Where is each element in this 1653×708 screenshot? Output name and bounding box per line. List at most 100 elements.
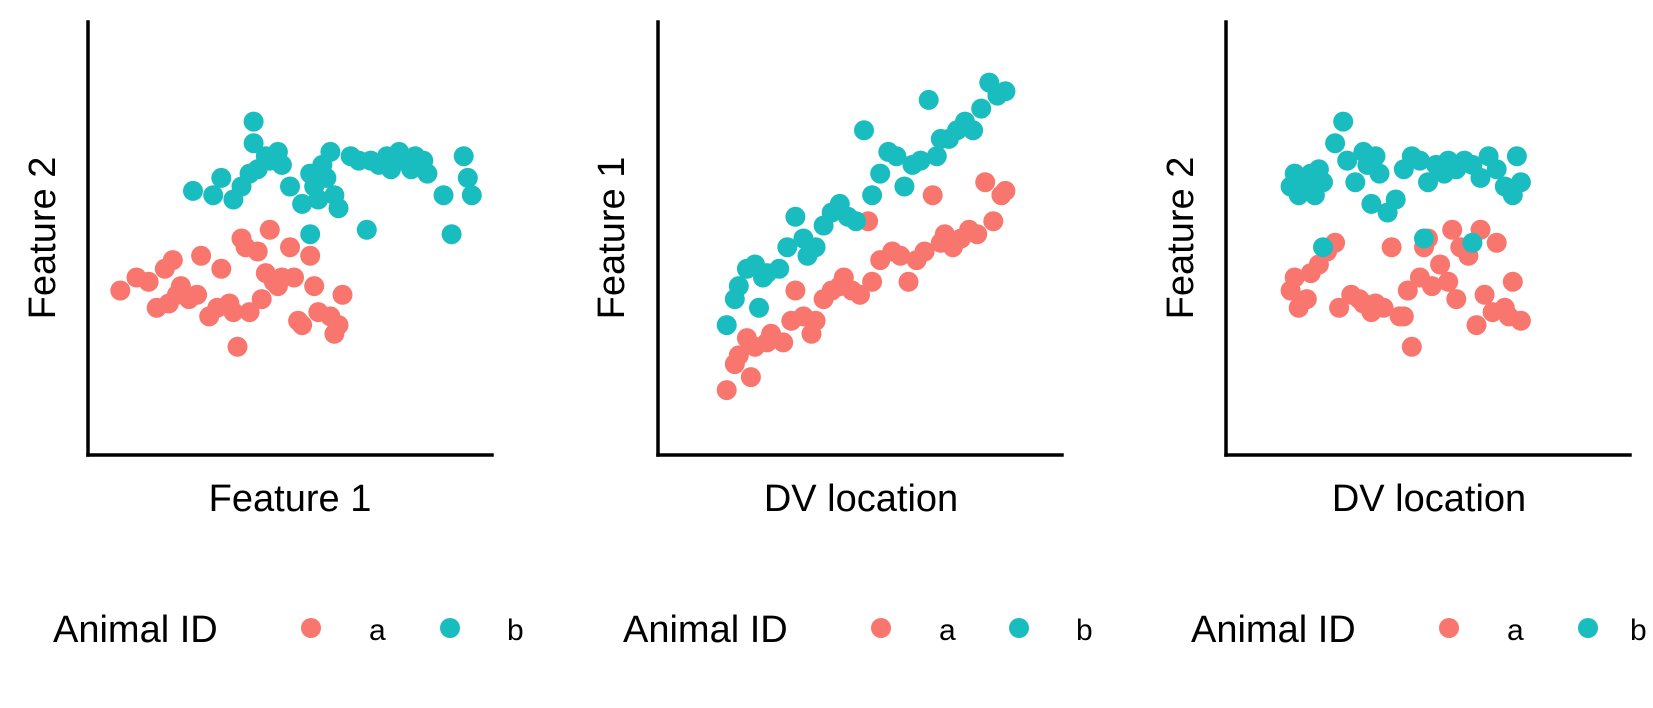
- panel-3-point-b-29: [1470, 167, 1491, 188]
- panel-2-point-a-27: [914, 241, 935, 262]
- panel-1-point-b-41: [300, 224, 321, 245]
- panel-1-legend: Animal ID a b: [53, 609, 524, 651]
- panel-3-point-b-10: [1337, 150, 1358, 171]
- panel-1-point-a-2: [138, 271, 159, 292]
- panel-3-legend-label-b: b: [1630, 614, 1647, 647]
- panel-3-point-b-18: [1385, 189, 1406, 210]
- panel-1-point-a-17: [227, 336, 248, 357]
- panel-2-point-b-9: [777, 237, 798, 258]
- panel-1-legend-label-a: a: [369, 614, 386, 647]
- panel-2-point-a-24: [890, 245, 911, 266]
- panel-3-point-b-11: [1345, 172, 1366, 193]
- panel-2-point-b-23: [886, 146, 907, 167]
- panel-3-point-b-8: [1325, 133, 1346, 154]
- panel-2-point-a-10: [785, 280, 806, 301]
- panel-3-legend-key-a: [1439, 618, 1459, 638]
- panel-1-point-b-1: [203, 185, 224, 206]
- panel-1-point-a-28: [280, 237, 300, 258]
- panel-1-point-a-11: [191, 245, 212, 266]
- panel-2-legend-label-b: b: [1076, 614, 1093, 647]
- panel-1-point-b-35: [417, 163, 438, 184]
- panel-3-point-a-24: [1430, 254, 1451, 275]
- panel-1-x-axis-title: Feature 1: [209, 478, 372, 520]
- panel-3: DV location Feature 2 Animal ID a b: [1160, 20, 1647, 651]
- panel-2-point-b-21: [870, 163, 891, 184]
- panel-3-point-a-3: [1296, 289, 1317, 310]
- panel-1-legend-key-b: [440, 618, 460, 638]
- panel-3-point-a-38: [1510, 310, 1531, 331]
- panel-3-point-a-8: [1329, 297, 1350, 318]
- panel-2-point-a-2: [728, 345, 749, 366]
- panel-2-point-a-21: [862, 271, 883, 292]
- panel-3-point-a-30: [1466, 315, 1487, 336]
- panel-2-x-axis-title: DV location: [764, 478, 958, 520]
- panel-2-point-b-37: [995, 81, 1016, 102]
- panel-2-legend: Animal ID a b: [623, 609, 1093, 651]
- panel-3-point-b-15: [1365, 146, 1386, 167]
- panel-3-point-a-32: [1474, 284, 1495, 305]
- panel-1-point-b-17: [308, 189, 329, 210]
- panel-2-point-b-24: [894, 176, 915, 197]
- panel-3-point-a-14: [1373, 297, 1394, 318]
- panel-1-point-a-38: [332, 284, 353, 305]
- panel-1-legend-key-a: [301, 618, 321, 638]
- panel-1-point-b-13: [280, 176, 300, 197]
- panel-1: Feature 1 Feature 2 Animal ID a b: [22, 20, 524, 651]
- panel-3-legend: Animal ID a b: [1191, 609, 1647, 651]
- panel-1-point-a-14: [211, 258, 232, 279]
- panel-2-legend-key-a: [871, 618, 891, 638]
- panel-3-point-b-37: [1414, 228, 1434, 249]
- panel-2-point-a-25: [898, 271, 919, 292]
- panel-3-point-b-7: [1313, 172, 1333, 193]
- panel-2-point-b-26: [910, 150, 931, 171]
- panel-1-point-a-32: [300, 245, 321, 266]
- panel-1-point-b-22: [328, 198, 349, 219]
- panel-2-point-b-33: [963, 120, 984, 141]
- panel-2-point-a-8: [773, 332, 794, 353]
- panel-1-point-a-24: [259, 219, 280, 240]
- panel-3-point-a-34: [1486, 232, 1507, 253]
- panel-3-legend-key-b: [1578, 618, 1598, 638]
- panel-1-point-a-21: [247, 241, 268, 262]
- panel-2-point-a-28: [922, 185, 943, 206]
- panel-3-point-a-25: [1438, 271, 1459, 292]
- panel-2-point-a-19: [850, 284, 870, 305]
- panel-1-point-a-6: [162, 250, 183, 271]
- panel-3-point-a-15: [1381, 237, 1402, 258]
- panel-2-point-a-35: [975, 172, 996, 193]
- panel-1-point-a-22: [251, 289, 272, 310]
- panel-2: DV location Feature 1 Animal ID a b: [591, 20, 1093, 651]
- panel-1-point-a-10: [187, 284, 208, 305]
- panel-1-point-b-20: [320, 141, 341, 162]
- panel-1-point-b-39: [457, 167, 478, 188]
- panel-1-point-b-6: [243, 133, 264, 154]
- panel-2-point-a-36: [983, 211, 1004, 232]
- panel-2-point-b-28: [926, 146, 947, 167]
- panel-1-point-b-12: [271, 154, 292, 175]
- panel-1-point-b-0: [183, 180, 203, 201]
- panel-3-point-b-16: [1369, 163, 1390, 184]
- panel-3-point-a-17: [1393, 306, 1414, 327]
- panel-1-point-b-38: [453, 146, 474, 167]
- panel-3-x-axis-title: DV location: [1332, 478, 1526, 520]
- panel-3-point-b-9: [1333, 111, 1354, 132]
- panel-1-point-b-19: [316, 167, 337, 188]
- panel-2-point-b-0: [716, 315, 737, 336]
- panel-3-y-axis-title: Feature 2: [1160, 157, 1202, 320]
- panel-1-point-b-7: [243, 111, 264, 132]
- panel-1-point-b-25: [356, 219, 377, 240]
- panel-3-point-b-34: [1506, 146, 1527, 167]
- panel-1-point-b-37: [441, 224, 462, 245]
- panel-2-point-b-13: [805, 237, 826, 258]
- panel-3-point-a-18: [1397, 280, 1418, 301]
- panel-2-point-b-27: [918, 89, 939, 110]
- panel-2-point-a-34: [967, 224, 988, 245]
- panel-2-points: [716, 72, 1016, 401]
- panel-3-legend-label-a: a: [1507, 614, 1524, 647]
- panel-3-point-b-35: [1510, 172, 1531, 193]
- panel-2-y-axis-title: Feature 1: [591, 157, 633, 320]
- panel-2-point-a-38: [995, 180, 1016, 201]
- panel-1-point-a-37: [328, 315, 349, 336]
- panel-3-point-b-21: [1409, 150, 1430, 171]
- panel-1-point-b-40: [461, 185, 482, 206]
